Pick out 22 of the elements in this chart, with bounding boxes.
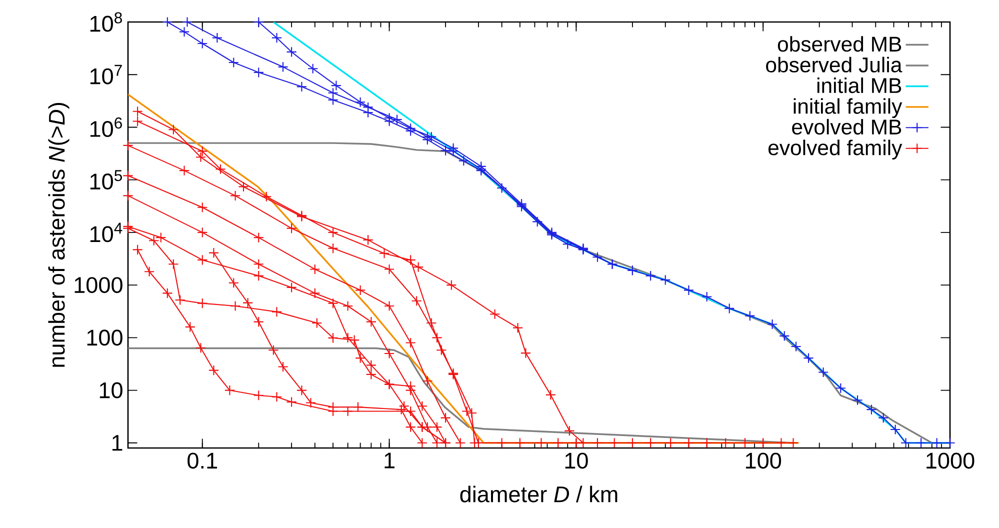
x-tick-label: 0.1 [188,452,217,469]
x-tick-label: 1000 [926,452,974,469]
legend-label: evolved family [768,140,902,160]
y-axis-title: number of asteroids N(>D) [48,103,70,367]
y-tick-label: 1000 [74,277,122,294]
legend-label: initial family [794,98,902,118]
y-tick-label: 1 [112,435,122,451]
legend-label: evolved MB [792,118,902,135]
y-tick-label: 10$^{4}$ [90,222,122,242]
legend-label: observed Julia [766,56,902,72]
y-tick-label: 10$^{6}$ [90,117,122,138]
x-tick-label: 10 [565,452,588,469]
y-tick-label: 10$^{8}$ [90,12,122,32]
x-tick-label: 1 [384,452,394,468]
x-tick-label: 100 [746,452,782,469]
x-axis-title: diameter D / km [460,486,618,502]
y-tick-label: 10$^{7}$ [90,64,122,84]
legend-label: initial MB [817,78,902,94]
y-tick-label: 10$^{5}$ [90,170,122,190]
y-tick-label: 100 [87,330,122,346]
legend-label: observed MB [778,36,902,52]
y-tick-label: 10 [100,382,122,398]
